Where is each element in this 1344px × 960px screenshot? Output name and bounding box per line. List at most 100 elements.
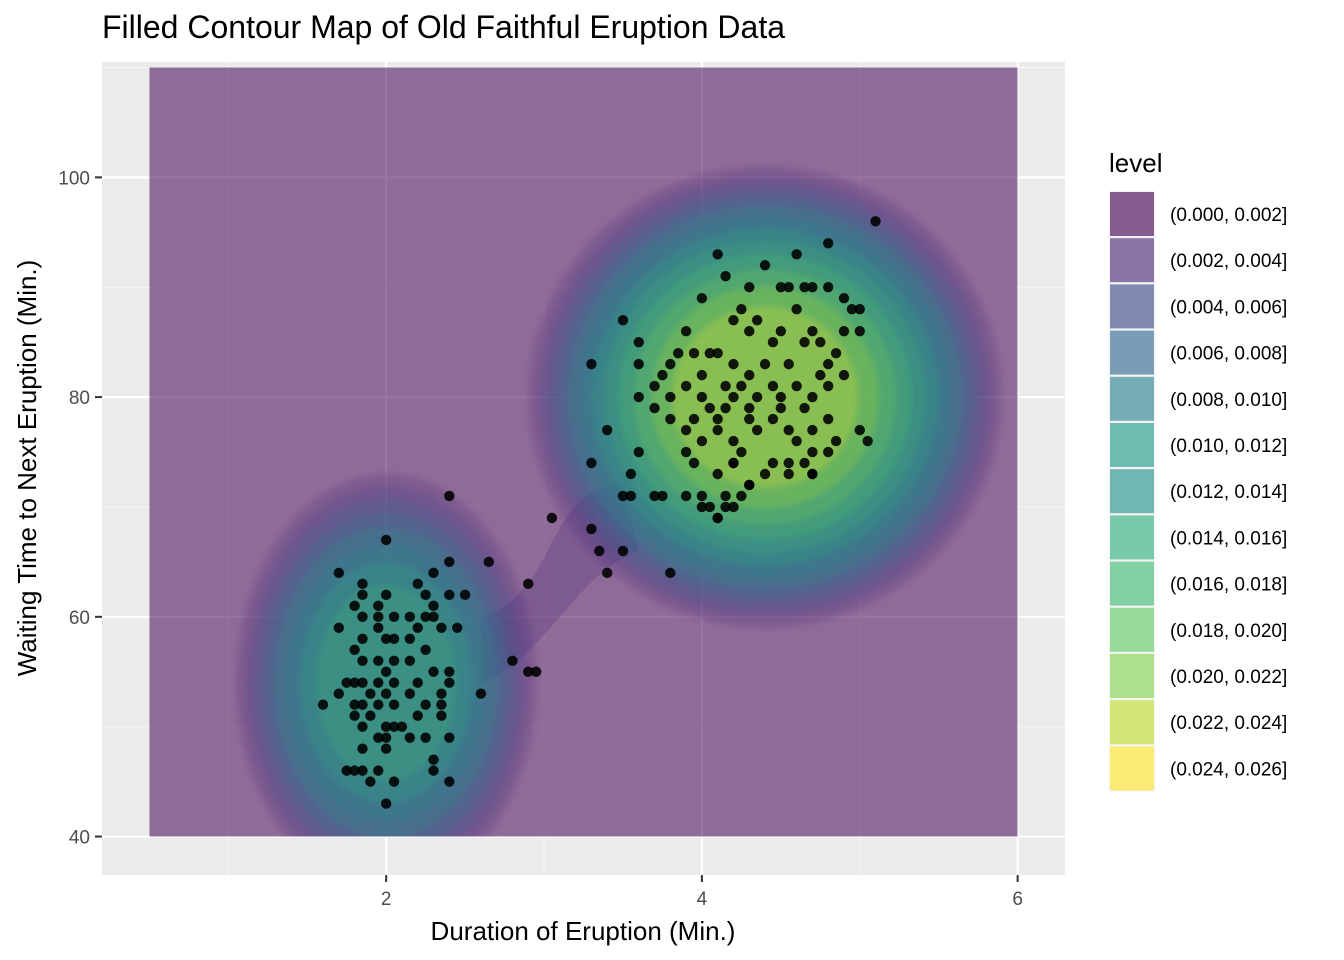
data-point bbox=[862, 435, 873, 447]
data-point bbox=[696, 293, 708, 304]
data-point bbox=[349, 710, 360, 721]
legend-label: (0.002, 0.004] bbox=[1170, 251, 1287, 272]
data-point bbox=[822, 446, 834, 458]
data-point bbox=[380, 666, 392, 677]
data-point bbox=[380, 732, 392, 743]
data-point bbox=[436, 699, 447, 710]
data-point bbox=[680, 424, 692, 436]
data-point bbox=[349, 765, 360, 776]
data-point bbox=[712, 347, 723, 359]
x-axis-title: Duration of Eruption (Min.) bbox=[431, 916, 736, 946]
data-point bbox=[523, 666, 534, 677]
legend-label: (0.000, 0.002] bbox=[1170, 205, 1287, 226]
data-point bbox=[783, 282, 794, 293]
data-point bbox=[357, 655, 368, 666]
data-point bbox=[420, 732, 431, 743]
data-point bbox=[333, 688, 345, 699]
data-point bbox=[822, 358, 834, 370]
data-point bbox=[633, 358, 644, 370]
legend-swatch bbox=[1110, 330, 1154, 375]
data-point bbox=[483, 556, 494, 568]
x-axis: 2 4 6 bbox=[381, 875, 1023, 910]
data-point bbox=[341, 765, 352, 776]
data-point bbox=[783, 468, 794, 480]
data-point bbox=[404, 688, 416, 699]
data-point bbox=[791, 380, 802, 392]
data-point bbox=[388, 655, 400, 666]
data-point bbox=[373, 677, 384, 688]
data-point bbox=[444, 732, 455, 743]
data-point bbox=[783, 457, 794, 469]
data-point bbox=[783, 424, 794, 436]
data-point bbox=[333, 622, 345, 634]
data-point bbox=[775, 325, 787, 337]
data-point bbox=[586, 523, 597, 535]
y-axis: 40 60 80 100 bbox=[58, 168, 102, 849]
data-point bbox=[775, 402, 787, 414]
data-point bbox=[712, 424, 723, 436]
data-point bbox=[665, 567, 676, 579]
data-point bbox=[420, 611, 431, 623]
data-point bbox=[822, 282, 834, 293]
data-point bbox=[452, 622, 463, 634]
data-point bbox=[380, 589, 392, 601]
legend-title: level bbox=[1109, 148, 1162, 178]
data-point bbox=[373, 732, 384, 743]
data-point bbox=[633, 446, 644, 458]
data-point bbox=[712, 512, 723, 524]
data-point bbox=[357, 743, 368, 754]
data-point bbox=[412, 622, 423, 634]
data-point bbox=[373, 765, 384, 776]
data-point bbox=[649, 380, 660, 392]
data-point bbox=[838, 293, 850, 304]
data-point bbox=[633, 336, 644, 348]
data-point bbox=[380, 721, 392, 732]
data-point bbox=[854, 303, 865, 315]
data-point bbox=[412, 710, 423, 721]
data-point bbox=[444, 666, 455, 677]
data-point bbox=[759, 358, 771, 370]
data-point bbox=[428, 765, 439, 776]
data-point bbox=[807, 325, 818, 337]
data-point bbox=[673, 347, 684, 359]
data-point bbox=[349, 677, 360, 688]
data-point bbox=[838, 325, 850, 337]
data-point bbox=[436, 688, 447, 699]
data-point bbox=[815, 369, 826, 381]
legend-items: (0.000, 0.002] (0.002, 0.004] (0.004, 0.00… bbox=[1109, 191, 1287, 792]
data-point bbox=[696, 435, 708, 447]
legend-swatch bbox=[1110, 561, 1154, 606]
legend-swatch bbox=[1110, 192, 1154, 236]
y-tick-label: 80 bbox=[69, 388, 90, 409]
data-point bbox=[799, 402, 810, 414]
data-point bbox=[428, 600, 439, 612]
data-point bbox=[807, 391, 818, 403]
data-point bbox=[412, 677, 423, 688]
chart-title: Filled Contour Map of Old Faithful Erupt… bbox=[102, 9, 785, 45]
legend-swatch bbox=[1110, 284, 1154, 329]
data-point bbox=[373, 611, 384, 623]
data-point bbox=[657, 369, 668, 381]
legend-swatch bbox=[1110, 700, 1154, 745]
data-point bbox=[665, 413, 676, 425]
data-point bbox=[373, 600, 384, 612]
legend-label: (0.018, 0.020] bbox=[1170, 621, 1287, 642]
data-point bbox=[444, 490, 455, 502]
data-point bbox=[696, 490, 708, 502]
data-point bbox=[380, 534, 392, 546]
data-point bbox=[696, 369, 708, 381]
y-axis-title: Waiting Time to Next Eruption (Min.) bbox=[12, 260, 42, 677]
data-point bbox=[388, 699, 400, 710]
data-point bbox=[712, 413, 723, 425]
data-point bbox=[744, 402, 755, 414]
data-point bbox=[830, 347, 842, 359]
data-point bbox=[420, 699, 431, 710]
data-point bbox=[688, 413, 700, 425]
data-point bbox=[388, 677, 400, 688]
data-point bbox=[349, 600, 360, 612]
data-point bbox=[412, 578, 423, 590]
data-point bbox=[704, 347, 715, 359]
data-point bbox=[744, 282, 755, 293]
data-point bbox=[420, 589, 431, 601]
data-point bbox=[365, 688, 376, 699]
